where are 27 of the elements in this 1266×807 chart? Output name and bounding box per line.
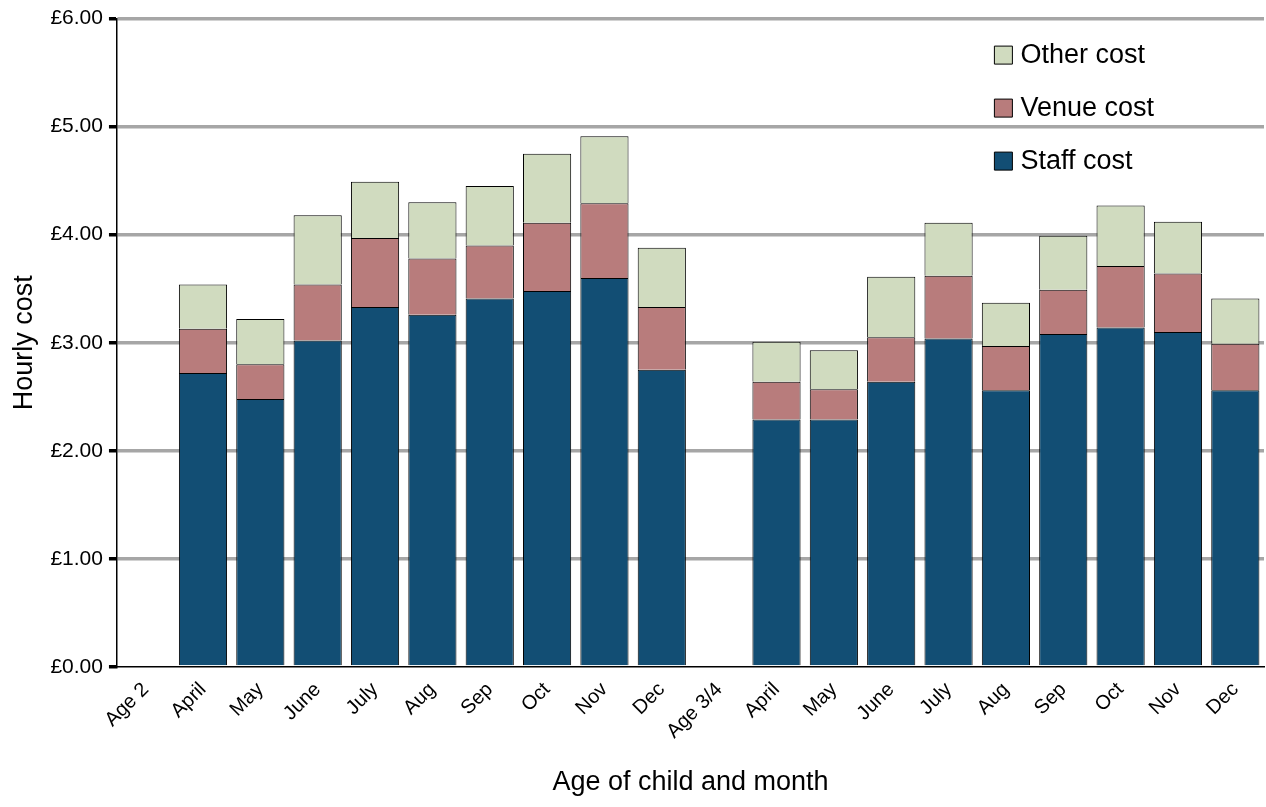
x-axis-title: Age of child and month [552, 766, 829, 797]
x-tick-label: July [914, 677, 956, 719]
y-tick-label: £2.00 [50, 437, 103, 461]
y-tick-label: £6.00 [50, 5, 103, 29]
x-tick-label: Aug [971, 677, 1013, 719]
x-tick-label: Oct [516, 677, 555, 716]
x-tick-label: Dec [627, 677, 669, 719]
x-tick-label: July [341, 677, 382, 719]
legend-label: Staff cost [1020, 144, 1133, 175]
y-tick-label: £3.00 [50, 329, 103, 353]
x-tick-label: Oct [1089, 677, 1128, 716]
x-tick-label: Nov [570, 677, 612, 719]
legend-label: Other cost [1020, 38, 1146, 69]
y-axis-title: Hourly cost [7, 274, 38, 411]
x-tick-label: Age 2 [99, 677, 153, 731]
y-tick-label: £5.00 [50, 113, 103, 137]
x-tick-label: Sep [1029, 677, 1070, 719]
x-tick-label: May [798, 677, 841, 720]
legend-label: Venue cost [1020, 91, 1155, 122]
y-tick-label: £0.00 [50, 653, 103, 677]
x-tick-label: Sep [455, 677, 497, 719]
x-tick-label: May [224, 677, 268, 720]
y-tick-label: £4.00 [50, 221, 103, 245]
x-tick-label: Aug [398, 677, 440, 719]
y-tick-label: £1.00 [50, 545, 103, 569]
x-tick-label: Dec [1201, 677, 1243, 719]
x-tick-label: Nov [1143, 677, 1185, 719]
